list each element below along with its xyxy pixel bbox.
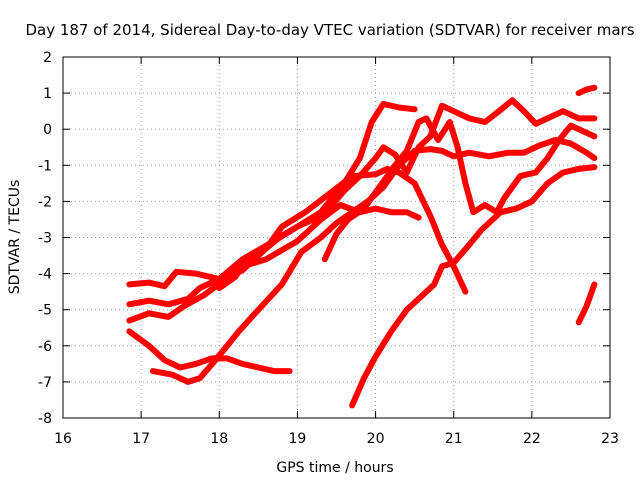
y-tick-label: -1	[38, 158, 52, 174]
series-track-j	[575, 84, 598, 97]
x-axis-label: GPS time / hours	[276, 460, 393, 476]
axis-ticks: 16 17 18 19 20 21 22 23 -8 -7 -6 -5 -4 -3 -2 -1 0 1 2	[38, 50, 619, 447]
series-track-e	[149, 137, 598, 385]
y-tick-label: -3	[38, 231, 52, 247]
series-track-i	[575, 281, 598, 326]
y-tick-label: -4	[38, 267, 52, 283]
series-track-h	[349, 164, 598, 409]
series-track-d	[126, 328, 293, 375]
y-tick-label: -8	[38, 411, 52, 427]
series-track-a	[126, 202, 422, 290]
y-tick-label: -7	[38, 375, 52, 391]
y-axis-label: SDTVAR / TECUs	[7, 180, 23, 295]
x-tick-label: 17	[132, 431, 150, 447]
x-tick-label: 23	[601, 431, 619, 447]
y-tick-label: -6	[38, 339, 52, 355]
x-tick-label: 18	[210, 431, 228, 447]
x-tick-label: 19	[289, 431, 307, 447]
x-tick-label: 20	[367, 431, 385, 447]
y-tick-label: 1	[43, 86, 52, 102]
x-tick-label: 21	[445, 431, 463, 447]
series-track-f	[216, 97, 598, 291]
y-tick-label: -2	[38, 194, 52, 210]
chart-title: Day 187 of 2014, Sidereal Day-to-day VTE…	[25, 21, 634, 39]
series-track-c	[126, 165, 469, 324]
y-tick-label: -5	[38, 303, 52, 319]
y-tick-label: 0	[43, 122, 52, 138]
series-track-g	[321, 115, 598, 263]
y-tick-label: 2	[43, 50, 52, 66]
x-tick-label: 22	[523, 431, 541, 447]
x-tick-label: 16	[54, 431, 72, 447]
data-series	[126, 84, 598, 409]
